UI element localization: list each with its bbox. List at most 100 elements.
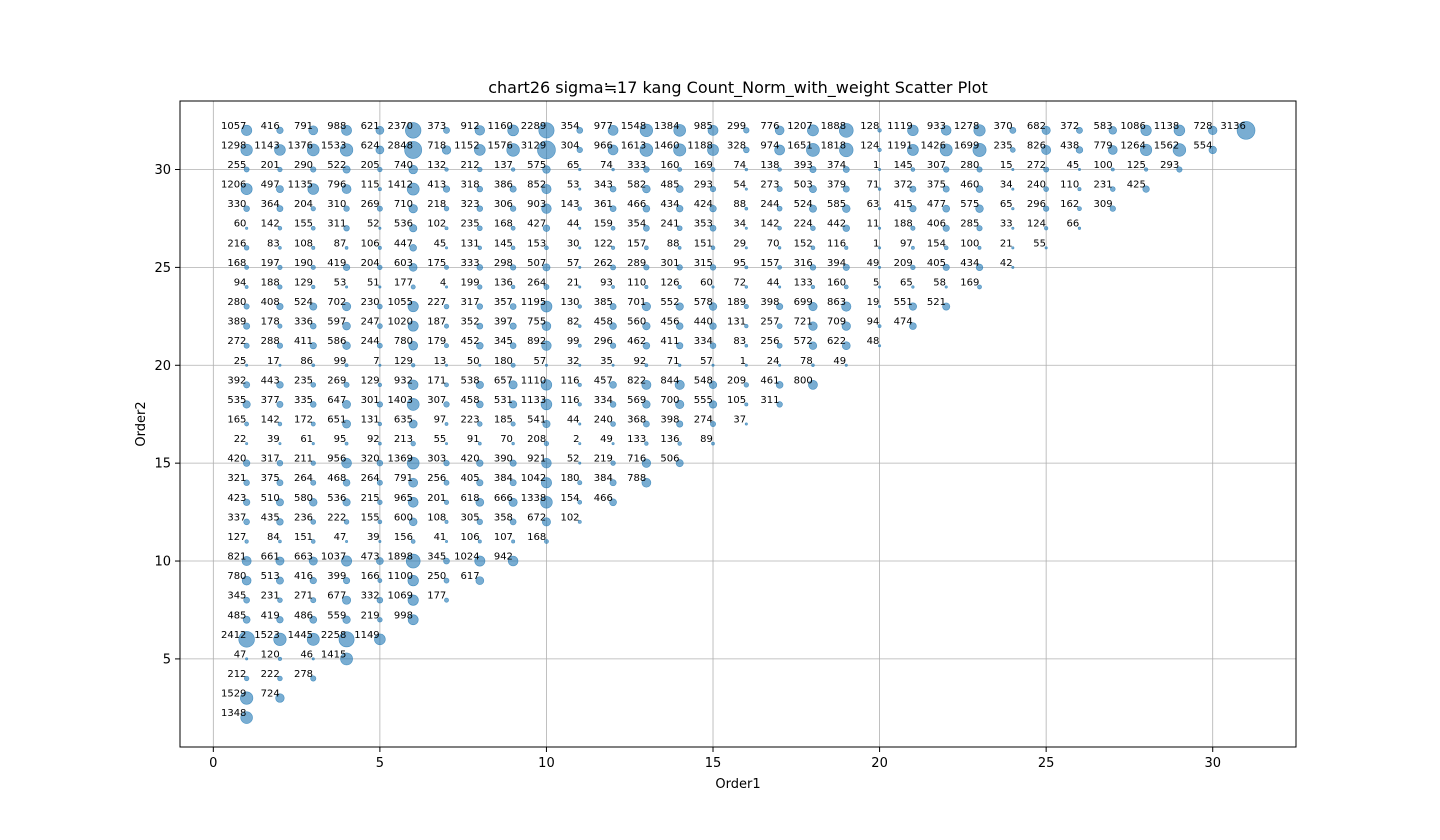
scatter-point [1110, 167, 1115, 172]
scatter-point [408, 419, 418, 429]
point-value-label: 1086 [1120, 121, 1145, 132]
scatter-point [744, 363, 748, 367]
scatter-point [243, 322, 251, 330]
scatter-point [509, 185, 517, 193]
scatter-point [243, 518, 250, 526]
scatter-point [577, 382, 582, 387]
point-value-label: 1020 [388, 317, 413, 328]
point-value-label: 49 [600, 434, 613, 445]
point-value-label: 1024 [454, 552, 479, 563]
point-value-label: 1149 [354, 630, 379, 641]
point-value-label: 83 [733, 336, 746, 347]
point-value-label: 110 [1060, 180, 1079, 191]
point-value-label: 903 [527, 199, 546, 210]
point-value-label: 555 [694, 395, 713, 406]
scatter-point [675, 459, 684, 468]
point-value-label: 468 [327, 473, 346, 484]
scatter-point [540, 379, 553, 391]
scatter-point [308, 125, 319, 136]
scatter-point [408, 164, 418, 175]
scatter-point [506, 143, 520, 157]
scatter-point [443, 479, 450, 486]
scatter-point [711, 285, 715, 289]
point-value-label: 443 [261, 375, 280, 386]
point-value-label: 13 [434, 356, 447, 367]
scatter-point [744, 246, 748, 250]
scatter-point [510, 264, 517, 271]
scatter-point [710, 167, 716, 172]
scatter-point [310, 460, 316, 466]
point-value-label: 54 [733, 180, 746, 191]
scatter-point [277, 656, 283, 661]
point-value-label: 35 [600, 356, 613, 367]
scatter-point [972, 143, 987, 157]
scatter-point [877, 147, 882, 153]
point-value-label: 1403 [388, 395, 413, 406]
scatter-point [743, 304, 749, 310]
point-value-label: 672 [527, 512, 546, 523]
scatter-point [276, 498, 284, 507]
scatter-point [641, 301, 651, 312]
scatter-point [609, 498, 617, 507]
point-value-label: 413 [427, 180, 446, 191]
scatter-point [343, 519, 350, 525]
scatter-point [444, 343, 449, 349]
point-value-label: 1699 [954, 140, 979, 151]
point-value-label: 222 [261, 669, 280, 680]
point-value-label: 309 [1093, 199, 1112, 210]
point-value-label: 154 [927, 238, 946, 249]
point-value-label: 1818 [821, 140, 846, 151]
point-value-label: 892 [527, 336, 546, 347]
point-value-label: 728 [1193, 121, 1212, 132]
point-value-label: 100 [1093, 160, 1112, 171]
scatter-point [708, 302, 718, 311]
point-value-label: 273 [760, 180, 779, 191]
point-value-label: 624 [361, 140, 380, 151]
scatter-point [377, 303, 383, 310]
point-value-label: 1548 [621, 121, 646, 132]
scatter-point [642, 204, 651, 213]
scatter-point [408, 263, 418, 272]
point-value-label: 89 [700, 434, 713, 445]
point-value-label: 177 [394, 277, 413, 288]
point-value-label: 700 [660, 395, 679, 406]
point-value-label: 1651 [787, 140, 812, 151]
scatter-point [878, 305, 882, 309]
scatter-point [310, 166, 317, 173]
point-value-label: 124 [860, 140, 879, 151]
scatter-point [676, 264, 683, 271]
scatter-point [306, 632, 320, 646]
x-tick-label: 15 [705, 756, 722, 771]
scatter-point [744, 402, 749, 407]
scatter-point [241, 575, 252, 586]
point-value-label: 3129 [521, 140, 546, 151]
point-value-label: 318 [461, 180, 480, 191]
point-value-label: 34 [1000, 180, 1013, 191]
scatter-point [243, 342, 250, 349]
point-value-label: 95 [733, 258, 746, 269]
scatter-point [477, 421, 483, 427]
scatter-point [376, 479, 383, 486]
scatter-point [743, 146, 750, 154]
point-value-label: 116 [560, 375, 579, 386]
point-value-label: 390 [494, 454, 513, 465]
point-value-label: 538 [461, 375, 480, 386]
scatter-point [377, 382, 383, 387]
scatter-point [244, 285, 249, 289]
point-value-label: 965 [394, 493, 413, 504]
point-value-label: 336 [294, 317, 313, 328]
scatter-point [243, 459, 251, 467]
scatter-point [474, 144, 486, 156]
scatter-point [778, 363, 782, 367]
point-value-label: 710 [394, 199, 413, 210]
scatter-point [611, 285, 615, 289]
scatter-point [377, 342, 383, 349]
scatter-point [708, 380, 718, 389]
scatter-point [310, 479, 317, 486]
point-value-label: 998 [394, 610, 413, 621]
scatter-point [708, 400, 718, 409]
point-value-label: 385 [594, 297, 613, 308]
scatter-point [474, 555, 486, 567]
point-value-label: 199 [461, 277, 480, 288]
scatter-point [1075, 146, 1084, 154]
